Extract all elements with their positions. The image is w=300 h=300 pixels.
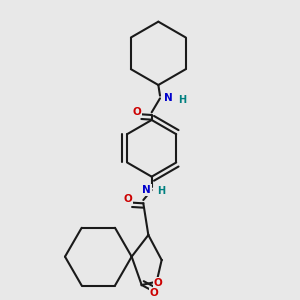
Text: O: O <box>124 194 133 204</box>
Text: O: O <box>132 107 141 117</box>
Text: O: O <box>153 278 162 288</box>
Text: N: N <box>142 185 151 195</box>
Text: N: N <box>164 93 173 103</box>
Text: H: H <box>178 95 187 105</box>
Text: O: O <box>150 288 159 298</box>
Text: H: H <box>157 186 165 196</box>
